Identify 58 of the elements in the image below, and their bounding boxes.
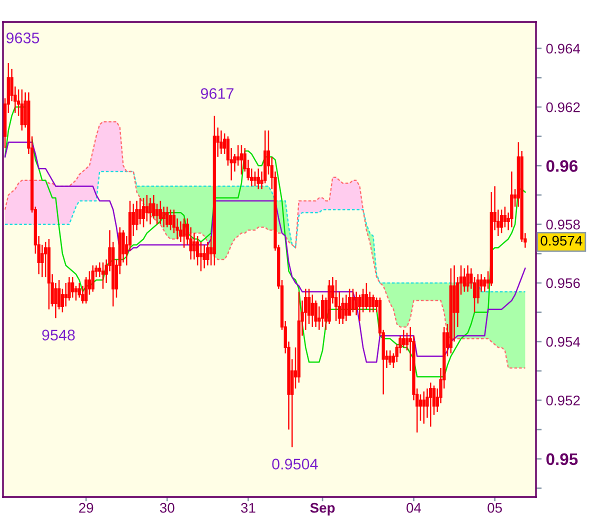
candlestick — [449, 268, 452, 354]
candlestick — [220, 130, 223, 155]
candlestick — [462, 268, 466, 292]
candlestick — [372, 294, 375, 313]
candlestick — [202, 244, 206, 269]
y-tick-label: 0.962 — [546, 102, 580, 112]
candlestick — [364, 282, 368, 310]
annotation: 9548 — [42, 330, 75, 340]
candlestick — [148, 197, 152, 225]
text: 0.9574 — [540, 236, 582, 246]
y-tick-label: 0.956 — [546, 278, 580, 288]
y-tick-label: 0.96 — [546, 160, 578, 172]
x-tick-label: 30 — [160, 502, 174, 513]
candlestick — [142, 197, 146, 228]
candlestick — [320, 294, 324, 328]
y-tick-label: 0.95 — [546, 453, 578, 466]
candlestick — [168, 209, 172, 231]
candlestick — [71, 276, 74, 298]
y-tick-label: 0.958 — [546, 220, 580, 230]
annotation: 0.9504 — [272, 458, 318, 470]
x-tick-label: Sep — [310, 502, 335, 516]
candlestick — [158, 200, 162, 225]
candlestick — [310, 294, 314, 328]
candlestick — [466, 264, 470, 292]
candlestick — [240, 144, 244, 176]
candlestick — [40, 244, 44, 278]
candlestick — [101, 262, 105, 290]
candlestick — [182, 218, 186, 248]
candlestick — [162, 206, 166, 228]
y-tick-label: 0.954 — [546, 336, 580, 347]
candlestick — [388, 350, 392, 366]
candlestick — [500, 209, 504, 234]
y-tick-label: 0.952 — [546, 396, 580, 406]
candlestick — [422, 390, 426, 424]
candlestick — [192, 232, 196, 260]
x-tick-label: 31 — [241, 502, 256, 513]
candlestick — [418, 394, 422, 422]
annotation: 9617 — [200, 88, 234, 99]
annotation: 9635 — [6, 32, 40, 44]
candlestick — [155, 203, 159, 225]
candlestick — [256, 168, 260, 190]
candlestick — [20, 88, 24, 132]
candlestick — [253, 170, 257, 187]
candlestick — [166, 206, 169, 228]
x-tick-label: 04 — [406, 502, 422, 513]
candlestick — [334, 279, 338, 322]
y-tick-label: 0.964 — [546, 44, 580, 54]
candlestick — [199, 241, 202, 272]
candlestick — [510, 170, 514, 228]
candlestick — [368, 291, 372, 313]
x-tick-label: 05 — [488, 502, 502, 513]
candlestick — [54, 282, 58, 319]
x-tick-label: 29 — [79, 502, 94, 513]
candlestick — [429, 382, 432, 428]
candlestick — [212, 115, 216, 266]
candlestick — [91, 264, 94, 292]
candlestick — [74, 285, 78, 302]
candlestick — [351, 288, 354, 313]
